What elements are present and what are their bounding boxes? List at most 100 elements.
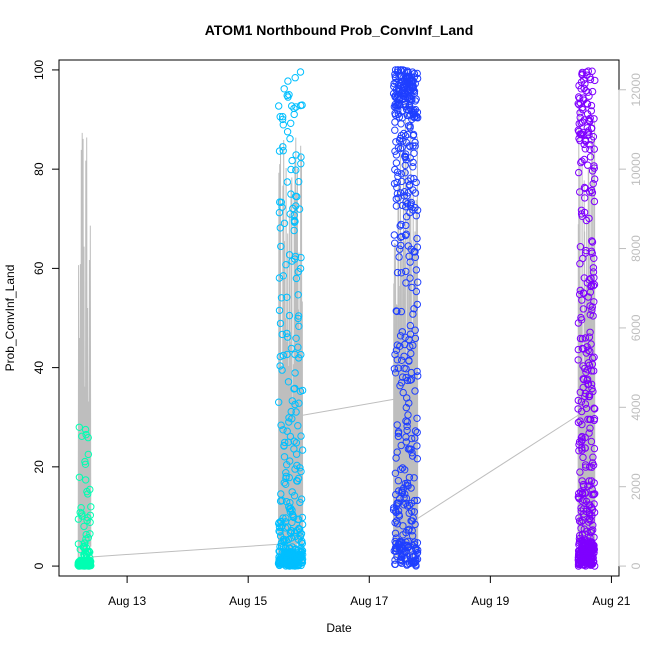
data-point [278, 366, 286, 374]
data-point [408, 527, 416, 535]
data-point [290, 513, 298, 522]
data-point [408, 283, 416, 292]
data-point [395, 113, 404, 121]
data-point [279, 351, 287, 360]
data-point [590, 533, 598, 541]
data-point [591, 405, 599, 413]
data-point [576, 290, 584, 299]
data-point [576, 468, 584, 476]
data-point [589, 526, 597, 534]
data-point [275, 398, 283, 406]
data-point [290, 437, 298, 445]
data-point [277, 198, 285, 207]
data-point [587, 367, 596, 375]
data-point [279, 543, 288, 551]
data-point [276, 224, 284, 232]
data-point [579, 305, 588, 313]
data-point [403, 77, 411, 86]
data-point [296, 387, 305, 395]
data-point [288, 506, 296, 514]
data-point [408, 507, 416, 515]
data-point [588, 306, 596, 314]
secondary-tick-label: 12000 [629, 73, 643, 107]
data-point [80, 522, 88, 531]
data-point [397, 441, 405, 450]
chart-title: ATOM1 Northbound Prob_ConvInf_Land [205, 22, 474, 38]
data-point [401, 466, 409, 474]
data-point [590, 254, 598, 262]
data-point [283, 128, 292, 136]
data-point [591, 76, 599, 85]
data-point [586, 145, 594, 154]
data-point [412, 266, 420, 274]
data-point [411, 142, 419, 150]
data-point [394, 88, 402, 96]
data-point [400, 501, 408, 509]
data-point [581, 392, 589, 401]
data-point [276, 542, 284, 551]
data-point [407, 368, 416, 377]
data-point [292, 202, 300, 210]
data-point [276, 517, 285, 526]
data-point [282, 480, 290, 488]
data-point [83, 516, 91, 525]
y-axis-label: Prob_ConvInf_Land [3, 265, 17, 372]
data-point [398, 488, 407, 497]
data-point [397, 307, 406, 316]
y-axis-left: 0 20 40 60 80 100 [32, 60, 60, 569]
data-point [83, 487, 91, 496]
data-point [581, 530, 589, 538]
data-point [279, 121, 287, 129]
data-point [589, 542, 597, 550]
data-point [588, 560, 597, 568]
data-point [393, 356, 401, 364]
data-point [390, 365, 399, 373]
scatter-layer [74, 66, 599, 570]
secondary-tick-label: 6000 [629, 314, 643, 341]
data-point [576, 388, 584, 396]
data-point [405, 473, 414, 482]
data-point [581, 540, 589, 549]
data-point [586, 328, 594, 336]
line-connector-1 [302, 398, 394, 416]
data-point [393, 520, 402, 528]
data-point [287, 504, 295, 513]
data-point [590, 274, 598, 282]
data-point [278, 203, 286, 211]
data-point [413, 442, 421, 450]
data-point [398, 464, 407, 472]
data-point [276, 532, 285, 540]
data-point [293, 477, 302, 485]
data-point [283, 523, 292, 531]
data-point [280, 85, 288, 93]
data-point [409, 310, 417, 318]
data-point [579, 375, 587, 383]
data-point [82, 476, 90, 484]
data-point [402, 221, 410, 230]
data-point [579, 453, 587, 462]
data-point [578, 71, 586, 79]
data-point [282, 556, 290, 564]
data-point [275, 147, 284, 155]
data-point [584, 346, 592, 354]
data-point [589, 453, 597, 461]
data-point [589, 180, 597, 188]
data-point [292, 450, 301, 458]
data-point [294, 268, 302, 276]
data-point [401, 152, 410, 161]
data-point [392, 195, 400, 203]
data-point [584, 293, 592, 301]
data-point [76, 545, 85, 554]
x-tick-label: Aug 15 [229, 594, 267, 608]
data-point [394, 172, 402, 181]
data-point [589, 268, 598, 276]
data-point [277, 421, 285, 429]
data-point [298, 446, 307, 454]
scatter-series-2 [389, 66, 422, 570]
data-point [398, 373, 407, 381]
data-point [403, 422, 411, 430]
data-point [578, 559, 586, 567]
data-point [390, 82, 398, 91]
data-point [574, 356, 582, 364]
data-point [78, 512, 86, 520]
